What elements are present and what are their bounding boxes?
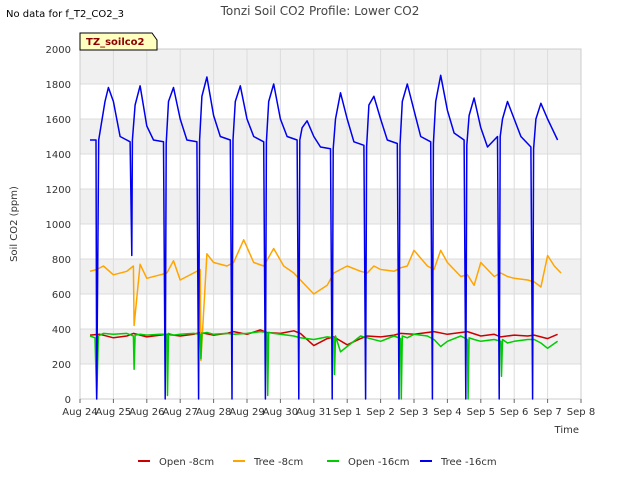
x-tick-label: Aug 26: [129, 407, 164, 418]
y-tick-label: 200: [52, 360, 71, 371]
x-tick-label: Sep 3: [400, 407, 428, 418]
badge-shape: [79, 32, 158, 51]
background-band: [80, 259, 581, 294]
x-tick-label: Aug 27: [162, 407, 197, 418]
x-tick-label: Aug 24: [62, 407, 97, 418]
badge-label: TZ_soilco2: [86, 37, 145, 48]
y-tick-label: 1200: [46, 185, 71, 196]
series-line-2: [89, 330, 559, 400]
y-tick-label: 1800: [46, 80, 71, 91]
y-tick-label: 1400: [46, 150, 71, 161]
y-tick-label: 0: [65, 395, 71, 406]
legend-label: Tree -16cm: [440, 457, 497, 468]
x-tick-label: Sep 4: [433, 407, 461, 418]
y-tick-label: 800: [52, 255, 71, 266]
x-tick-label: Sep 1: [333, 407, 361, 418]
x-tick-label: Aug 30: [263, 407, 298, 418]
series-line-3: [90, 74, 559, 400]
legend-label: Open -8cm: [159, 457, 214, 468]
y-tick-label: 600: [52, 290, 71, 301]
chart-title: Tonzi Soil CO2 Profile: Lower CO2: [220, 4, 420, 18]
no-data-note: No data for f_T2_CO2_3: [6, 9, 124, 20]
x-tick-label: Sep 2: [366, 407, 394, 418]
x-tick-label: Aug 31: [296, 407, 331, 418]
x-axis-title: Time: [554, 425, 579, 436]
x-tick-label: Sep 6: [500, 407, 528, 418]
x-tick-label: Aug 29: [229, 407, 264, 418]
x-tick-label: Sep 5: [467, 407, 495, 418]
y-tick-label: 400: [52, 325, 71, 336]
x-tick-label: Aug 25: [96, 407, 131, 418]
legend: Open -8cm Tree -8cm Open -16cm Tree -16cm: [138, 457, 497, 468]
background-band: [80, 49, 581, 84]
legend-label: Open -16cm: [348, 457, 409, 468]
x-tick-label: Sep 8: [567, 407, 595, 418]
y-tick-label: 1000: [46, 220, 71, 231]
plot-frame: [79, 48, 582, 400]
background-bands: [80, 49, 581, 364]
site-badge: TZ_soilco2: [79, 32, 158, 51]
y-tick-label: 1600: [46, 115, 71, 126]
x-tick-label: Sep 7: [533, 407, 561, 418]
y-tick-label: 2000: [46, 45, 71, 56]
y-axis-ticks: 0 200 400 600 800 1000 1200 1400 1600 1800 2000: [46, 45, 71, 406]
x-tick-label: Aug 28: [196, 407, 231, 418]
y-axis-title: Soil CO2 (ppm): [9, 186, 20, 262]
series-layer: [89, 74, 562, 400]
legend-label: Tree -8cm: [253, 457, 303, 468]
